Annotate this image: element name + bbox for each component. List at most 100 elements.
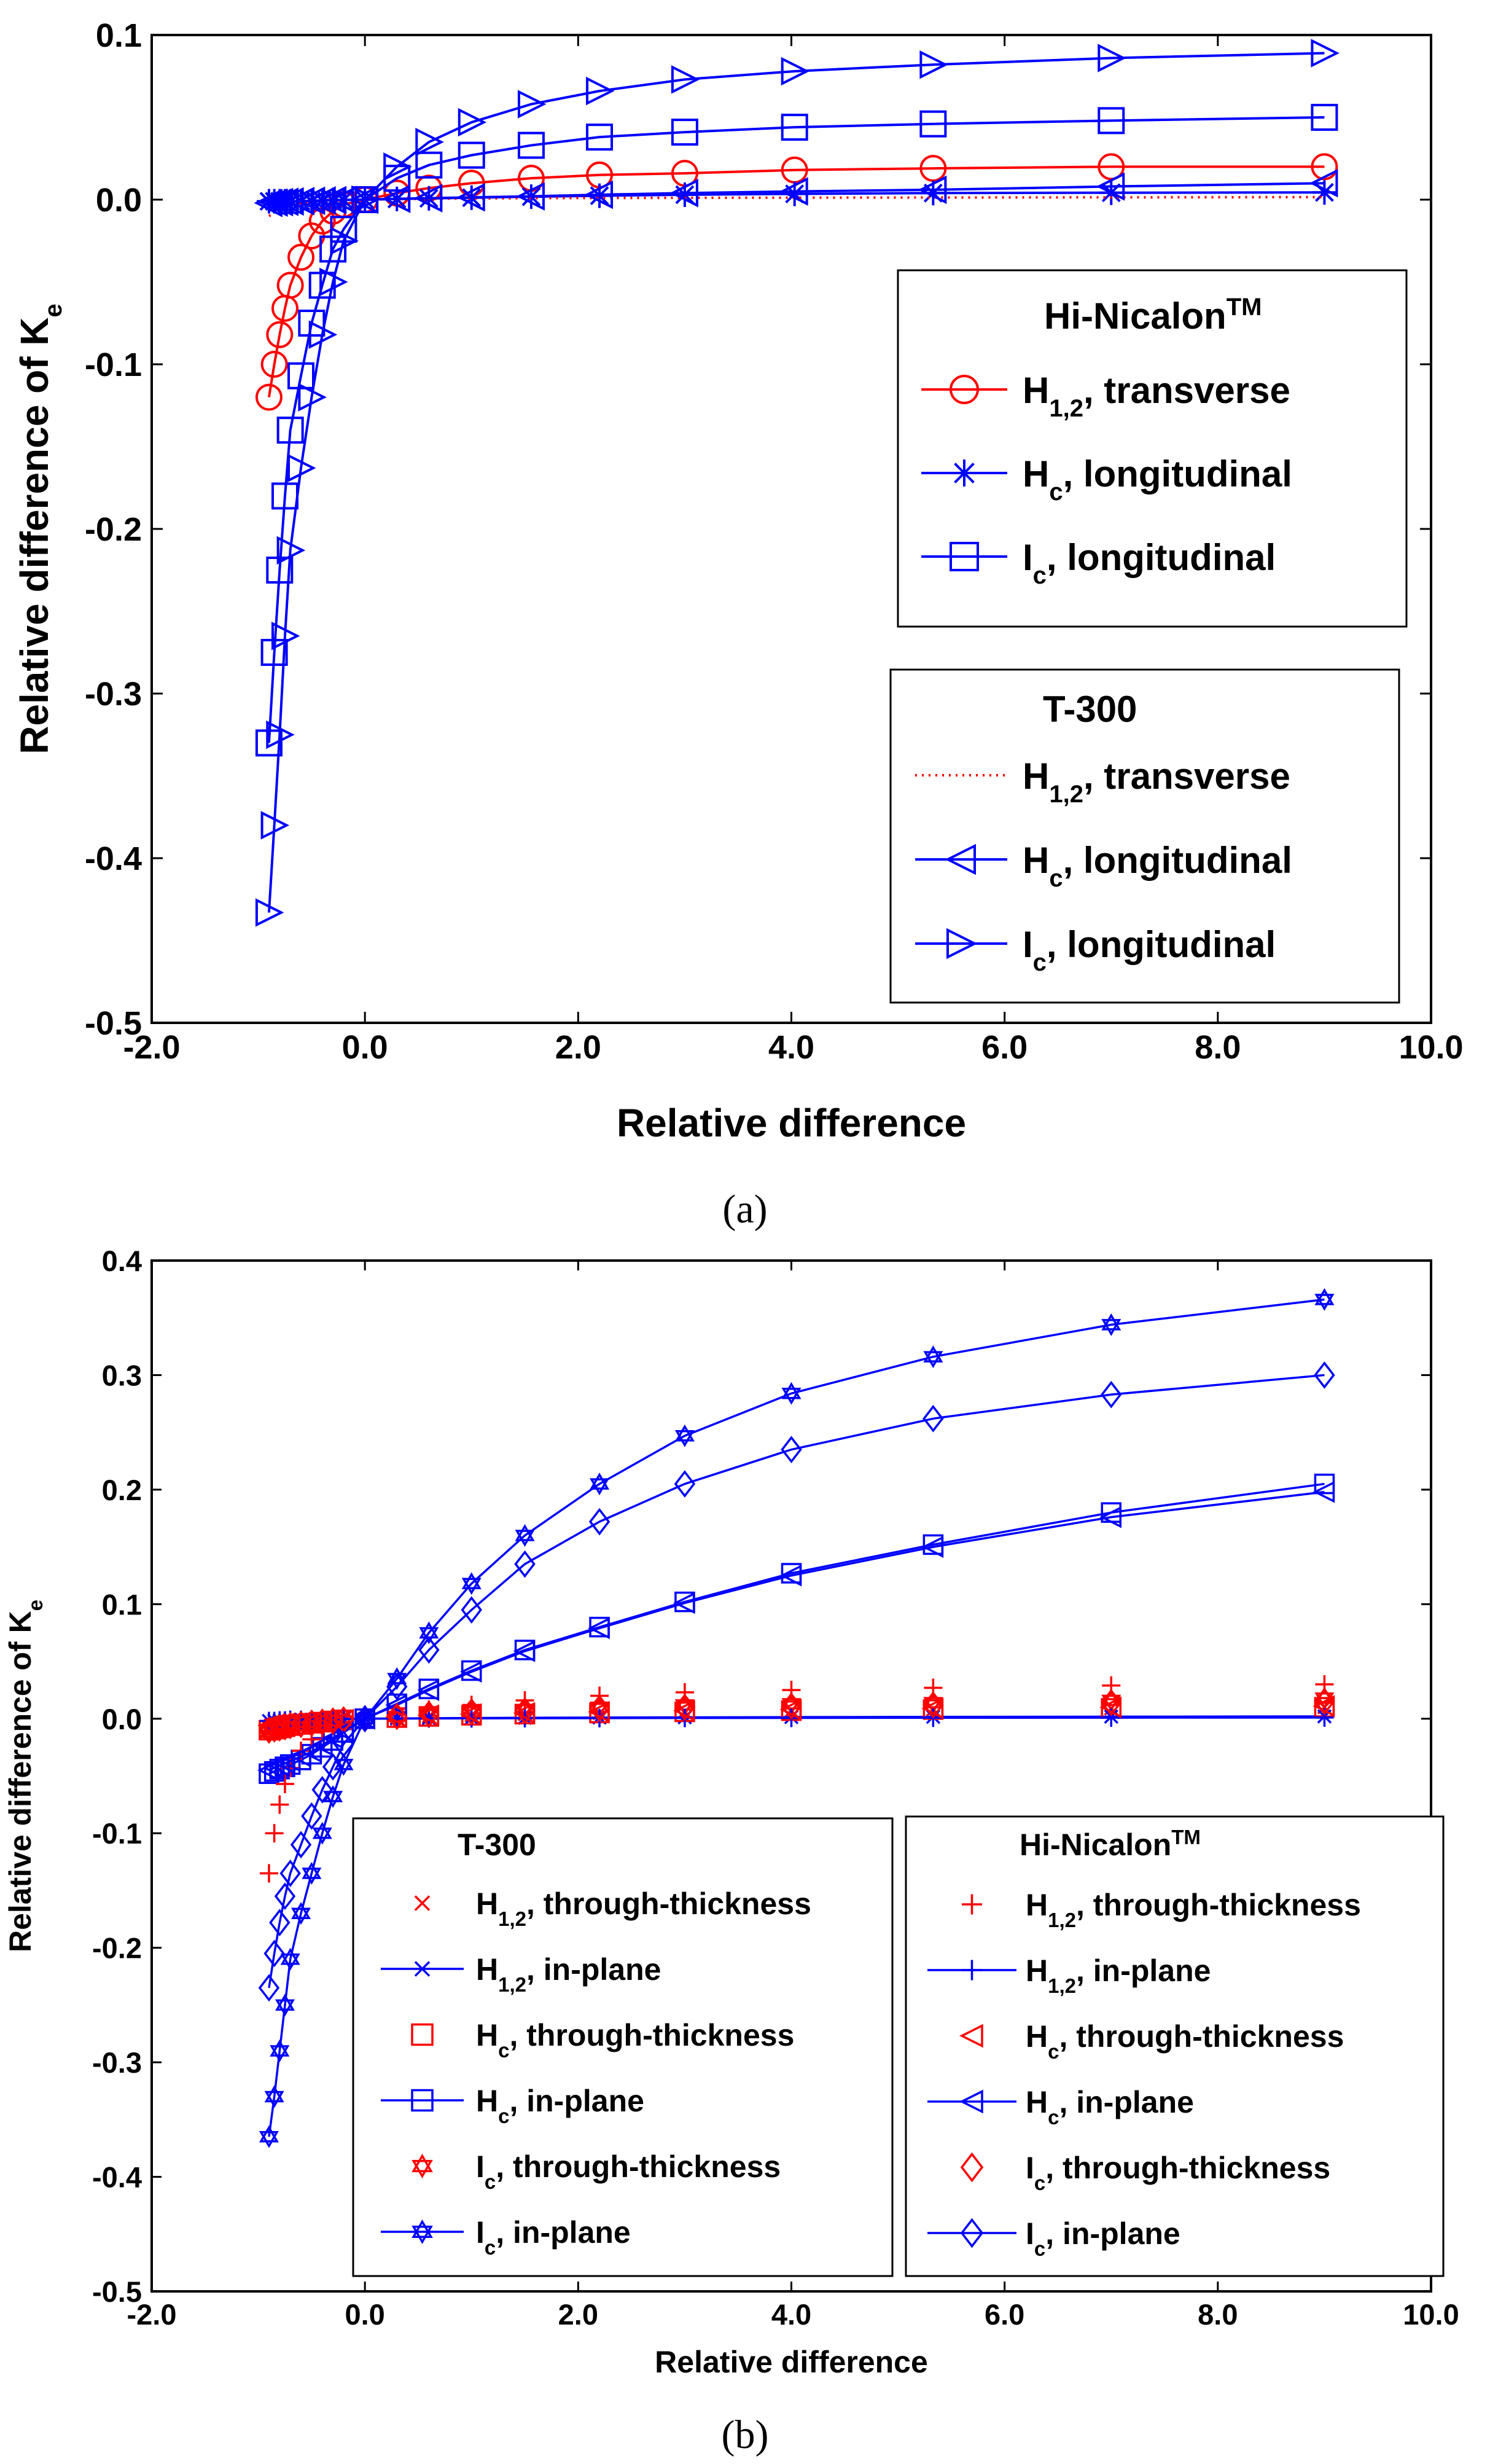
legend-entry: Hc, in-plane <box>381 2084 644 2127</box>
x-tick-label: 8.0 <box>1198 2298 1238 2331</box>
y-tick-label: 0.0 <box>102 1703 142 1735</box>
legend-marker <box>950 375 979 404</box>
x-tick-label: -2.0 <box>127 2298 177 2331</box>
y-tick-label: -0.1 <box>92 1817 142 1850</box>
legend-entry: H1,2, transverse <box>921 370 1290 422</box>
y-tick-label: -0.3 <box>92 2046 142 2079</box>
data-point <box>260 811 290 840</box>
data-point <box>255 729 283 757</box>
legend-marker <box>945 843 976 875</box>
legend-label: H1,2, in-plane <box>476 1952 661 1996</box>
data-point <box>276 536 306 565</box>
data-point <box>921 1697 944 1719</box>
data-point <box>259 188 288 217</box>
data-point <box>271 621 300 651</box>
x-tick-label: 4.0 <box>768 1029 814 1066</box>
y-tick-label: -0.5 <box>92 2275 142 2308</box>
legend-marker <box>962 1960 982 1981</box>
data-point <box>298 383 327 412</box>
series-hi-nicalon-ic-in-plane <box>258 1361 1335 2002</box>
data-point <box>1314 1361 1335 1389</box>
legend-entry: H1,2, in-plane <box>927 1954 1211 1997</box>
data-point <box>301 1802 322 1830</box>
data-point <box>919 110 947 138</box>
legend-entry: H1,2, through-thickness <box>962 1888 1361 1931</box>
data-point <box>270 187 298 216</box>
data-point <box>274 1713 296 1741</box>
data-point <box>386 1673 408 1700</box>
data-point <box>779 1699 802 1721</box>
data-point <box>418 1700 440 1728</box>
data-point <box>333 1730 354 1758</box>
y-tick-label: 0.2 <box>102 1474 142 1506</box>
data-point <box>263 1939 285 1968</box>
data-point <box>279 1711 301 1740</box>
legend-entry: Hc, through-thickness <box>411 2018 794 2062</box>
legend-marker <box>411 2089 434 2112</box>
data-point <box>671 65 700 94</box>
data-point <box>517 131 545 159</box>
y-tick-label: 0.4 <box>102 1245 142 1277</box>
data-point <box>287 453 316 483</box>
data-point <box>259 2125 279 2148</box>
data-point <box>458 141 485 169</box>
y-axis-label: Relative difference of Ke <box>12 303 67 754</box>
data-point <box>291 1902 311 1925</box>
legend-label: Ic, through-thickness <box>1026 2151 1330 2194</box>
data-point <box>300 1741 322 1763</box>
legend-label: Hc, in-plane <box>476 2084 644 2127</box>
legend-box <box>889 668 1400 1004</box>
data-point <box>259 1864 278 1883</box>
legend-label: Hc, in-plane <box>1026 2085 1194 2129</box>
x-tick-label: 4.0 <box>771 2298 811 2331</box>
data-point <box>418 1636 440 1664</box>
data-point <box>1311 104 1338 131</box>
legend-marker <box>959 2089 983 2114</box>
data-point <box>781 57 810 86</box>
data-point <box>459 1703 482 1726</box>
data-point <box>322 1707 344 1735</box>
data-point <box>330 226 359 256</box>
legend-entry: Ic, longitudinal <box>915 924 1276 976</box>
legend-entry: Ic, in-plane <box>381 2215 631 2259</box>
data-point <box>275 1993 295 2017</box>
legend-entry: Ic, in-plane <box>927 2216 1180 2260</box>
data-point <box>782 1681 801 1700</box>
data-point <box>586 76 615 106</box>
data-point <box>1098 107 1125 135</box>
data-point <box>1312 180 1337 205</box>
y-tick-label: -0.3 <box>85 676 142 713</box>
x-tick-label: 6.0 <box>981 1029 1028 1066</box>
x-tick-label: 10.0 <box>1403 2298 1459 2331</box>
data-point <box>514 1697 536 1725</box>
data-point <box>588 1694 610 1723</box>
data-point <box>461 1572 482 1595</box>
data-point <box>588 1617 610 1640</box>
legend-entry: Ic, longitudinal <box>921 537 1276 589</box>
x-tick-label: 0.0 <box>342 1029 388 1066</box>
legend-entry: Hc, in-plane <box>927 2085 1194 2129</box>
y-tick-label: 0.3 <box>102 1359 142 1391</box>
panel-caption: (b) <box>722 2412 769 2457</box>
data-point <box>266 557 294 584</box>
y-axis-label: Relative difference of Ke <box>3 1600 47 1952</box>
data-point <box>781 114 808 141</box>
data-point <box>516 182 545 211</box>
data-point <box>1101 1689 1122 1717</box>
data-point <box>461 1698 482 1726</box>
data-point <box>922 1404 944 1433</box>
y-tick-label: 0.1 <box>96 17 142 54</box>
data-point <box>459 1660 482 1683</box>
data-point <box>781 1382 802 1405</box>
legend-entry: Ic, through-thickness <box>412 2149 781 2193</box>
data-point <box>456 183 485 212</box>
plot-area <box>257 1288 1335 2148</box>
data-point <box>590 1708 609 1727</box>
data-point <box>415 151 443 179</box>
data-point <box>269 1714 291 1742</box>
data-point <box>302 1861 322 1885</box>
y-tick-label: -0.4 <box>92 2161 142 2194</box>
legend-marker <box>950 542 979 571</box>
data-point <box>461 1596 482 1624</box>
legend-label: H1,2, through-thickness <box>1026 1888 1361 1931</box>
